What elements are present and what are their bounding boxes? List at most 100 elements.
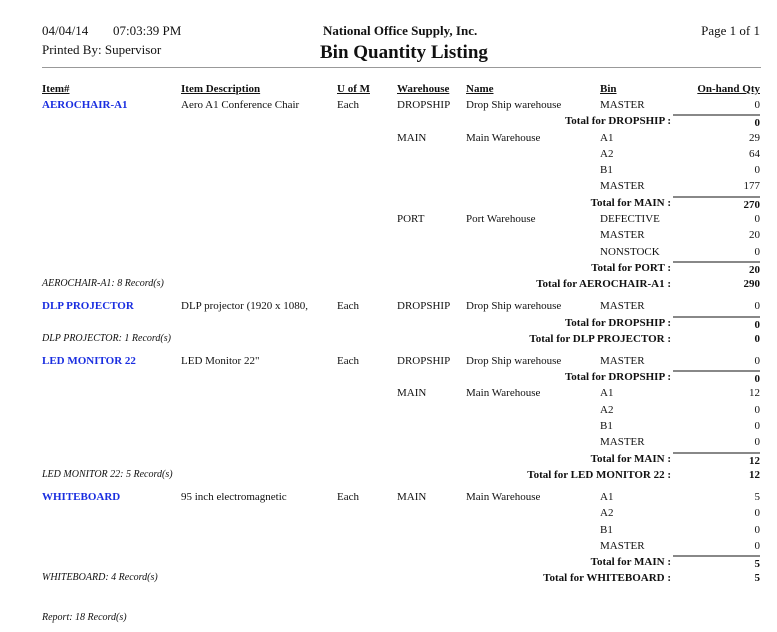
on-hand-qty: 0 — [754, 523, 761, 536]
report-row: MASTER 177 — [0, 178, 777, 194]
on-hand-qty: 0 — [754, 164, 761, 177]
page-number: Page 1 of 1 — [701, 23, 760, 38]
report-record-count: Report: 18 Record(s) — [42, 612, 127, 623]
report-row: DLP PROJECTOR: 1 Record(s) Total for DLP … — [0, 331, 777, 349]
on-hand-qty: 0 — [754, 436, 761, 449]
bin: A1 — [600, 490, 614, 503]
report-row: WHITEBOARD 95 inch electromagnetic Each MAI… — [0, 489, 777, 505]
warehouse-name: Main Warehouse — [466, 131, 541, 144]
col-uom: U of M — [337, 83, 370, 95]
item-number[interactable]: LED MONITOR 22 — [42, 354, 136, 367]
warehouse-total: 0 — [673, 114, 760, 129]
on-hand-qty: 29 — [749, 131, 760, 144]
on-hand-qty: 0 — [754, 420, 761, 433]
company-name: National Office Supply, Inc. — [323, 23, 478, 38]
report-row: Total for PORT :20 — [0, 260, 777, 276]
warehouse-code: DROPSHIP — [397, 354, 451, 367]
warehouse-total-label: Total for DROPSHIP : — [564, 371, 671, 384]
item-total: 5 — [754, 572, 761, 585]
on-hand-qty: 0 — [754, 245, 761, 258]
warehouse-code: DROPSHIP — [397, 99, 451, 111]
warehouse-total-label: Total for PORT : — [591, 261, 671, 274]
bin: MASTER — [600, 300, 645, 313]
warehouse-total-label: Total for MAIN : — [590, 196, 671, 209]
warehouse-name: Main Warehouse — [466, 490, 541, 503]
printed-by: Printed By: Supervisor — [42, 42, 162, 57]
item-total: 0 — [754, 332, 761, 345]
warehouse-code: PORT — [397, 213, 425, 226]
bin: MASTER — [600, 99, 645, 111]
report-row: MASTER 20 — [0, 227, 777, 243]
warehouse-name: Drop Ship warehouse — [466, 300, 562, 313]
item-number[interactable]: WHITEBOARD — [42, 490, 121, 503]
warehouse-total-label: Total for DROPSHIP : — [564, 115, 671, 128]
warehouse-code: MAIN — [397, 131, 427, 144]
warehouse-total: 12 — [673, 451, 760, 467]
warehouse-name: Drop Ship warehouse — [466, 99, 562, 111]
warehouse-total-label: Total for MAIN : — [590, 452, 671, 465]
item-number[interactable]: DLP PROJECTOR — [42, 300, 134, 313]
report-title: Bin Quantity Listing — [320, 42, 488, 63]
report-row: Total for MAIN :12 — [0, 451, 777, 467]
on-hand-qty: 64 — [749, 147, 760, 160]
report-row: AEROCHAIR-A1: 8 Record(s) Total for AEROC… — [0, 276, 777, 294]
report-row: B1 0 — [0, 522, 777, 538]
on-hand-qty: 0 — [754, 354, 761, 367]
on-hand-qty: 0 — [754, 539, 761, 552]
unit-of-measure: Each — [337, 354, 359, 367]
report-row: MASTER 0 — [0, 434, 777, 450]
bin: NONSTOCK — [600, 245, 660, 258]
print-time: 07:03:39 PM — [113, 23, 182, 38]
on-hand-qty: 0 — [754, 300, 761, 313]
bin: A2 — [600, 507, 614, 520]
on-hand-qty: 0 — [754, 403, 761, 416]
bin: B1 — [600, 523, 613, 536]
print-date: 04/04/14 — [42, 23, 89, 38]
header-divider — [42, 67, 761, 68]
item-record-count: AEROCHAIR-A1: 8 Record(s) — [42, 278, 164, 290]
report-row: A2 0 — [0, 505, 777, 521]
report-row: Total for MAIN :270 — [0, 195, 777, 211]
bin: MASTER — [600, 354, 645, 367]
bin: MASTER — [600, 229, 645, 242]
warehouse-total-label: Total for DROPSHIP : — [564, 316, 671, 329]
unit-of-measure: Each — [337, 490, 359, 503]
col-name: Name — [466, 83, 494, 95]
item-record-count: WHITEBOARD: 4 Record(s) — [42, 572, 158, 584]
on-hand-qty: 0 — [754, 507, 761, 520]
report-row: MAIN Main Warehouse A1 12 — [0, 385, 777, 401]
on-hand-qty: 5 — [754, 490, 761, 503]
report-row: A2 64 — [0, 146, 777, 162]
warehouse-total: 0 — [673, 370, 760, 385]
item-total-label: Total for WHITEBOARD : — [543, 572, 671, 585]
item-record-count: LED MONITOR 22: 5 Record(s) — [42, 468, 173, 480]
report-row: Total for DROPSHIP :0 — [0, 315, 777, 331]
item-description: 95 inch electromagnetic — [181, 490, 287, 503]
report-row: PORT Port Warehouse DEFECTIVE 0 — [0, 211, 777, 227]
on-hand-qty: 0 — [754, 213, 761, 226]
report-row: Total for DROPSHIP :0 — [0, 369, 777, 385]
bin: A2 — [600, 403, 614, 416]
report-row: AEROCHAIR-A1 Aero A1 Conference Chair Each… — [0, 97, 777, 113]
report-row: Total for DROPSHIP :0 — [0, 113, 777, 129]
report-row: MAIN Main Warehouse A1 29 — [0, 130, 777, 146]
report-row: Total for MAIN :5 — [0, 554, 777, 570]
warehouse-total-label: Total for MAIN : — [590, 556, 671, 569]
report-row: B1 0 — [0, 418, 777, 434]
warehouse-total: 0 — [673, 315, 760, 331]
warehouse-total: 270 — [673, 195, 760, 211]
bin: MASTER — [600, 539, 645, 552]
item-description: LED Monitor 22" — [181, 354, 260, 367]
item-description: DLP projector (1920 x 1080, — [181, 300, 308, 313]
col-qty: On-hand Qty — [697, 83, 760, 95]
item-description: Aero A1 Conference Chair — [181, 99, 300, 111]
item-total-label: Total for LED MONITOR 22 : — [527, 468, 671, 481]
warehouse-code: DROPSHIP — [397, 300, 451, 313]
col-warehouse: Warehouse — [397, 83, 450, 95]
bin: A1 — [600, 131, 614, 144]
item-number[interactable]: AEROCHAIR-A1 — [42, 99, 128, 111]
report-row: WHITEBOARD: 4 Record(s) Total for WHITEBO… — [0, 570, 777, 588]
report-row: MASTER 0 — [0, 538, 777, 554]
col-item: Item# — [42, 83, 70, 95]
on-hand-qty: 20 — [749, 229, 760, 242]
